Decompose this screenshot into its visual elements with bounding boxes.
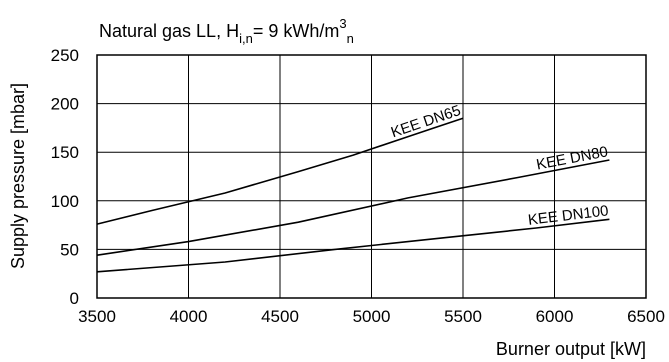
y-tick-label: 150 [51,143,79,162]
series-lines [96,117,610,273]
grid-lines [97,55,646,298]
series-label: KEE DN65 [389,102,463,141]
series-line-2 [96,159,610,256]
series-line-1 [96,117,464,225]
y-axis-title: Supply pressure [mbar] [8,83,28,269]
chart-title: Natural gas LL, Hi,n= 9 kWh/m3n [99,16,354,46]
y-tick-label: 250 [51,46,79,65]
tick-labels: 3500 4000 4500 5000 5500 6000 6500 0 50 100 150 200… [51,46,665,326]
y-tick-label: 50 [60,240,79,259]
y-tick-label: 0 [70,289,79,308]
x-tick-label: 6500 [627,307,665,326]
x-tick-label: 6000 [536,307,574,326]
y-tick-label: 100 [51,192,79,211]
series-label: KEE DN80 [535,143,609,173]
x-tick-label: 4000 [170,307,208,326]
y-tick-label: 200 [51,95,79,114]
plot-frame [96,54,647,299]
x-tick-label: 5000 [353,307,391,326]
x-tick-label: 5500 [444,307,482,326]
x-tick-label: 4500 [261,307,299,326]
x-tick-label: 3500 [78,307,116,326]
x-axis-title: Burner output [kW] [496,339,646,359]
series-line-3 [96,218,610,273]
